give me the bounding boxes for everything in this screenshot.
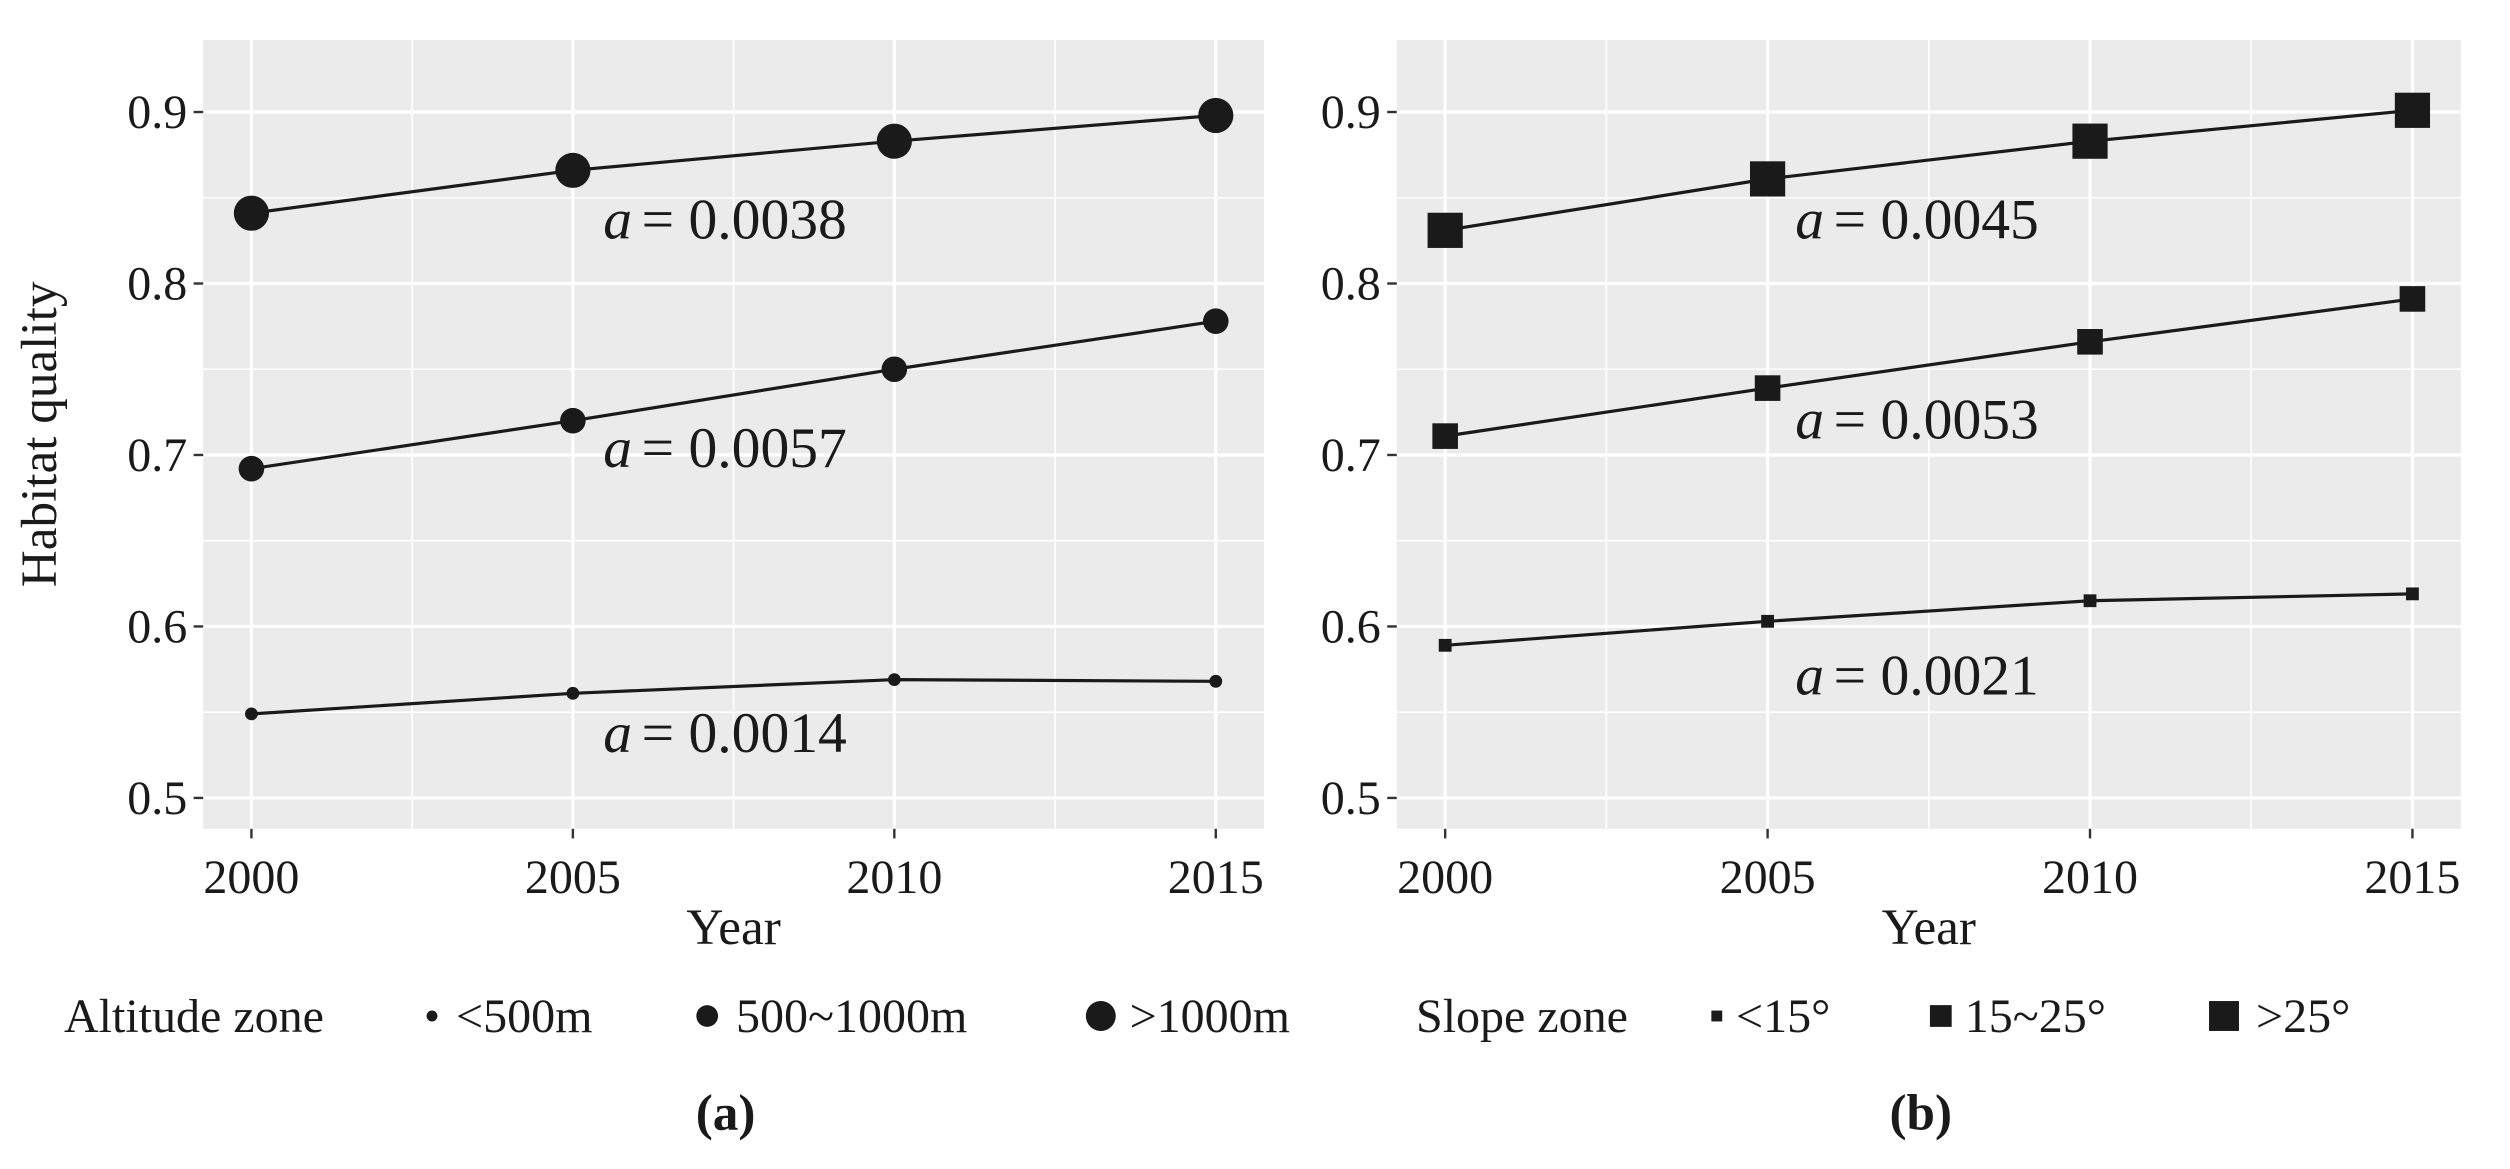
y-tick-label: 0.6 — [1321, 600, 1381, 653]
y-tick-label: 0.5 — [127, 772, 187, 825]
marker — [566, 686, 580, 700]
marker — [245, 707, 258, 721]
annotation: a = 0.0014 — [603, 702, 847, 765]
annotation: a = 0.0021 — [1795, 644, 2039, 707]
x-tick-label: 2000 — [1397, 851, 1493, 904]
marker — [238, 455, 265, 482]
series-line — [1445, 592, 2413, 647]
marker — [1438, 638, 1452, 652]
legend-label: 500~1000m — [736, 990, 967, 1043]
legend-label: <500m — [456, 990, 592, 1043]
legend-marker — [1711, 1010, 1723, 1022]
marker — [1209, 674, 1223, 688]
marker — [2394, 92, 2431, 128]
marker — [1202, 308, 1229, 335]
legend-label: <15° — [1736, 990, 1830, 1043]
panel-label: (b) — [1890, 1085, 1953, 1142]
marker — [881, 356, 908, 383]
legend-marker — [696, 1005, 719, 1027]
y-tick-label: 0.9 — [1321, 86, 1381, 139]
annotation: a = 0.0053 — [1795, 388, 2039, 451]
x-axis-title: Year — [1882, 899, 1976, 956]
annotation-text: = 0.0038 — [642, 188, 847, 251]
marker — [2083, 594, 2097, 608]
y-axis-title: Habitat quality — [11, 281, 68, 587]
series-line — [251, 678, 1216, 716]
annotation: a = 0.0057 — [603, 417, 847, 480]
marker — [1761, 614, 1774, 628]
annotation-text: = 0.0014 — [642, 702, 847, 765]
x-tick-label: 2010 — [846, 851, 942, 904]
marker — [1198, 97, 1234, 134]
x-tick-label: 2000 — [203, 851, 299, 904]
y-tick-label: 0.5 — [1321, 772, 1381, 825]
legend-title: Slope zone — [1416, 990, 1628, 1043]
annotation: a = 0.0038 — [603, 188, 847, 251]
panel-label: (a) — [696, 1085, 756, 1142]
y-tick-label: 0.6 — [127, 600, 187, 653]
annotation-symbol: a — [603, 417, 632, 480]
marker — [2399, 286, 2426, 312]
series-line — [251, 113, 1216, 215]
marker — [233, 195, 270, 231]
x-tick-label: 2015 — [1168, 851, 1264, 904]
marker — [1427, 212, 1463, 248]
marker — [876, 123, 912, 159]
marker — [2077, 329, 2103, 355]
x-tick-label: 2005 — [1720, 851, 1816, 904]
marker — [555, 152, 591, 188]
legend-marker — [1085, 1001, 1116, 1031]
annotation-text: = 0.0021 — [1834, 644, 2039, 707]
annotation-symbol: a — [1795, 644, 1824, 707]
x-tick-label: 2005 — [525, 851, 621, 904]
legend-marker — [426, 1010, 438, 1022]
legend-title: Altitude zone — [64, 990, 324, 1043]
y-tick-label: 0.8 — [1321, 257, 1381, 310]
marker — [1749, 161, 1786, 197]
marker — [887, 673, 901, 687]
y-tick-label: 0.7 — [127, 429, 187, 482]
series-line — [1444, 108, 2413, 232]
annotation-text: = 0.0053 — [1834, 388, 2039, 451]
marker — [2072, 123, 2108, 159]
legend-label: >1000m — [1130, 990, 1290, 1043]
y-tick-label: 0.7 — [1321, 429, 1381, 482]
annotation-symbol: a — [1795, 188, 1824, 251]
marker — [1432, 423, 1458, 449]
annotation-symbol: a — [603, 702, 632, 765]
legend-label: >25° — [2256, 990, 2350, 1043]
marker — [1754, 375, 1781, 401]
annotation-text: = 0.0057 — [642, 417, 847, 480]
legend-label: 15~25° — [1965, 990, 2106, 1043]
series-line — [1444, 297, 2413, 438]
legend-marker — [2209, 1001, 2239, 1031]
series-line — [251, 319, 1217, 471]
annotation-symbol: a — [603, 188, 632, 251]
y-tick-label: 0.9 — [127, 86, 187, 139]
legend-marker — [1929, 1005, 1952, 1027]
x-axis-title: Year — [686, 899, 780, 956]
marker — [560, 407, 586, 434]
annotation: a = 0.0045 — [1795, 188, 2039, 251]
marker — [2406, 587, 2419, 601]
x-tick-label: 2015 — [2364, 851, 2460, 904]
y-tick-label: 0.8 — [127, 257, 187, 310]
x-tick-label: 2010 — [2042, 851, 2138, 904]
annotation-text: = 0.0045 — [1834, 188, 2039, 251]
annotation-symbol: a — [1795, 388, 1824, 451]
